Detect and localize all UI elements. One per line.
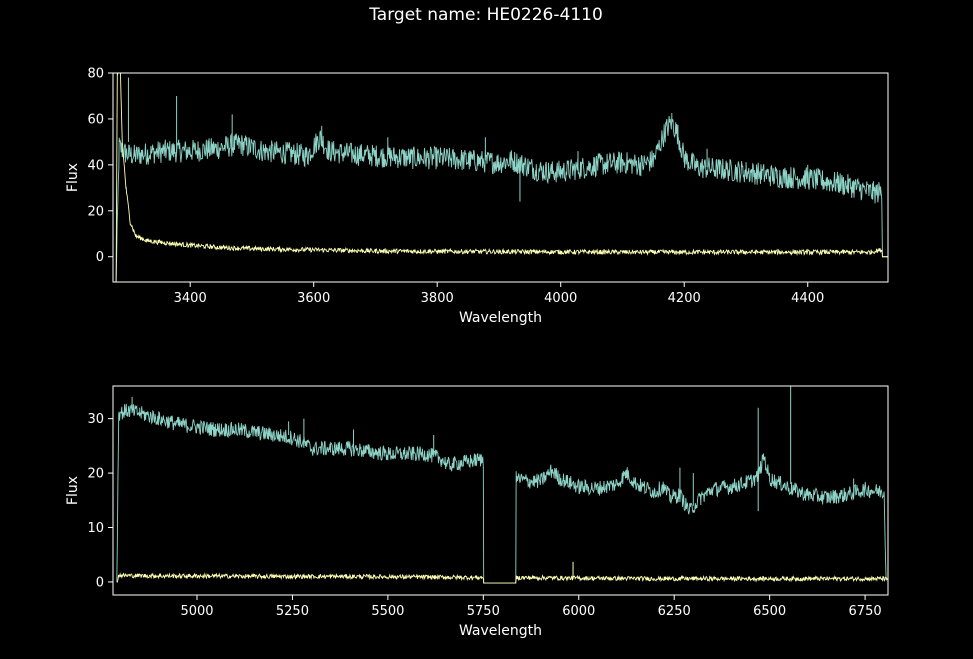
x-tick-label: 5500 [371, 604, 404, 619]
plot-area [115, 73, 888, 282]
axes-frame [112, 385, 889, 596]
blue-arm-spectrum-panel: 3400 3600 3800 4000 4200 4400 0 20 40 60 80 Wavelen… [65, 67, 889, 326]
plot-area [116, 386, 888, 584]
y-tick-label: 0 [96, 250, 104, 265]
x-tick-label: 4200 [668, 291, 701, 306]
series-error-line [116, 572, 888, 584]
axes-frame [112, 72, 889, 283]
y-tick-label: 40 [87, 158, 104, 173]
series-error-line [115, 73, 888, 282]
x-tick-label: 6500 [753, 604, 786, 619]
y-axis-label: Flux [65, 476, 81, 505]
x-tick-label: 5000 [180, 604, 213, 619]
x-tick-label: 6750 [849, 604, 882, 619]
x-tick-label: 6250 [658, 604, 691, 619]
x-tick-label: 4000 [544, 291, 577, 306]
y-tick-label: 10 [87, 521, 104, 536]
series-flux-line [116, 403, 888, 584]
red-arm-spectrum-panel: 5000 5250 5500 5750 6000 6250 6500 6750 0 10 20 30 W… [65, 385, 889, 639]
x-axis-label: Wavelength [459, 623, 542, 639]
y-tick-label: 20 [87, 467, 104, 482]
y-tick-label: 80 [87, 67, 104, 82]
y-tick-label: 0 [96, 575, 104, 590]
y-tick-label: 30 [87, 412, 104, 427]
x-tick-label: 5250 [276, 604, 309, 619]
x-axis-label: Wavelength [459, 310, 542, 326]
x-tick-label: 6000 [562, 604, 595, 619]
y-axis-label: Flux [65, 163, 81, 192]
x-tick-label: 3800 [421, 291, 454, 306]
y-tick-label: 20 [87, 204, 104, 219]
x-tick-label: 4400 [791, 291, 824, 306]
x-tick-label: 5750 [467, 604, 500, 619]
y-tick-label: 60 [87, 112, 104, 127]
series-flux-line [115, 113, 888, 282]
figure-title: Target name: HE0226-4110 [368, 5, 603, 25]
x-tick-label: 3600 [297, 291, 330, 306]
x-tick-label: 3400 [174, 291, 207, 306]
